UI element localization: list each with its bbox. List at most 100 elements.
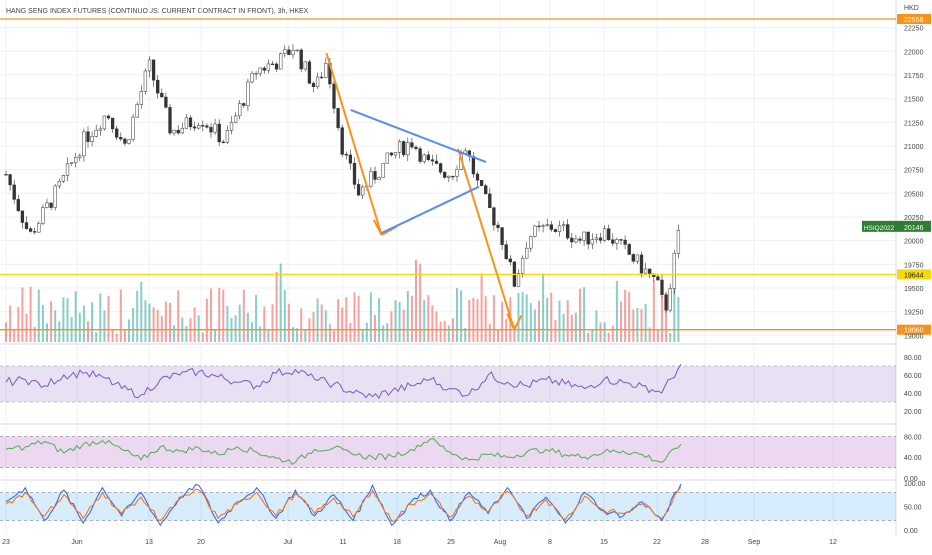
candle-body — [557, 225, 562, 232]
volume-bar — [320, 304, 323, 342]
candle-body — [176, 129, 180, 134]
volume-bar — [529, 303, 532, 342]
candle-body — [549, 224, 553, 230]
volume-bar — [382, 325, 385, 342]
candle-body — [520, 257, 525, 274]
candle-body — [475, 173, 480, 181]
level-price-label: 22558 — [904, 17, 924, 24]
volume-bar — [644, 303, 647, 342]
volume-bar — [587, 332, 590, 342]
volume-bar — [271, 304, 274, 342]
candle-body — [574, 238, 578, 243]
candle-body — [28, 228, 33, 232]
candle-body — [86, 131, 90, 142]
volume-bar — [337, 299, 340, 342]
volume-bar — [656, 329, 659, 342]
trend-drawings[interactable] — [325, 52, 523, 331]
volume-bar — [431, 305, 434, 342]
candle-body — [361, 186, 365, 196]
candle-body — [94, 129, 98, 137]
volume-bar — [246, 312, 249, 342]
candle-body — [615, 239, 619, 244]
currency-label: HKD — [904, 5, 919, 12]
volume-bar — [415, 259, 417, 342]
volume-bar — [665, 291, 668, 342]
orange-arrow-head[interactable] — [372, 219, 383, 236]
candle-body — [180, 128, 184, 134]
price-axis[interactable]: 22250 22000 21750 21500 21250 21000 20750 20500… — [862, 26, 931, 341]
candle-body — [668, 288, 672, 311]
candle-body — [242, 103, 246, 106]
time-tick-label: 11 — [339, 539, 346, 546]
orange-arrow-head[interactable] — [506, 313, 516, 331]
indicator-band — [0, 366, 896, 402]
volume-bar — [488, 323, 491, 342]
candle-body — [131, 116, 135, 140]
volume-bar — [148, 303, 151, 342]
time-tick-label: 18 — [393, 539, 401, 546]
volume-bar — [599, 322, 602, 342]
horizontal-levels[interactable]: 22558 19644 19060 — [0, 14, 931, 335]
orange-arrow-line[interactable] — [325, 52, 383, 236]
volume-bar — [390, 311, 393, 342]
candle-body — [479, 179, 484, 186]
volume-bar — [238, 304, 241, 342]
time-tick-label: 12 — [829, 539, 837, 546]
volume-bar — [234, 315, 237, 342]
candle-body — [344, 154, 348, 156]
triangle-upper-line[interactable] — [350, 109, 487, 163]
candle-body — [279, 53, 283, 70]
volume-bar — [99, 293, 102, 342]
candle-body — [184, 117, 189, 129]
volume-bar — [128, 319, 130, 342]
candle-body — [586, 231, 590, 245]
volume-bar — [111, 329, 114, 342]
indicator-series-line — [5, 486, 682, 523]
volume-bar — [66, 298, 69, 342]
volume-bar — [464, 328, 467, 342]
volume-bar — [95, 332, 98, 342]
volume-bar — [21, 287, 24, 342]
volume-bar — [82, 305, 85, 342]
candle-body — [61, 175, 66, 182]
candle-body — [41, 207, 45, 224]
candle-body — [160, 92, 164, 98]
candle-body — [303, 61, 307, 70]
volume-bar — [25, 313, 28, 342]
volume-bar — [152, 307, 155, 342]
volume-bar — [46, 323, 48, 342]
orange-arrow-line[interactable] — [457, 148, 516, 330]
volume-bar — [472, 297, 475, 342]
candle-body — [389, 152, 394, 156]
candle-body — [607, 228, 611, 241]
volume-bar — [607, 332, 610, 342]
time-tick-label: 23 — [2, 539, 10, 546]
candle-body — [418, 148, 422, 162]
volume-bar — [566, 300, 569, 342]
price-tick-label: 20000 — [904, 239, 924, 246]
level-price-tag — [897, 324, 931, 335]
volume-bar — [275, 271, 278, 342]
volume-bar — [398, 302, 401, 342]
volume-bar — [218, 287, 221, 342]
indicator-tick-label: 60.00 — [904, 373, 922, 380]
candle-body — [225, 130, 230, 143]
candle-body — [619, 239, 623, 241]
volume-bar — [562, 313, 565, 342]
triangle-lower-line[interactable] — [381, 185, 480, 234]
candle-body — [49, 202, 53, 208]
candle-body — [164, 96, 168, 108]
orange-arrow-head[interactable] — [513, 315, 523, 331]
volume-bar — [497, 329, 499, 342]
volume-bar — [300, 308, 303, 342]
candle-body — [484, 185, 488, 195]
volume-bar — [50, 301, 53, 342]
time-tick-label: 20 — [197, 539, 205, 546]
time-tick-label: 13 — [145, 539, 153, 546]
candle-body — [336, 108, 340, 128]
candle-body — [397, 141, 402, 153]
volume-bar — [546, 297, 549, 342]
time-axis[interactable]: 23 Jun 13 20 Jul 11 18 25 Aug 8 15 22 28 Sep 12 — [2, 539, 837, 546]
volume-bar — [554, 319, 557, 342]
